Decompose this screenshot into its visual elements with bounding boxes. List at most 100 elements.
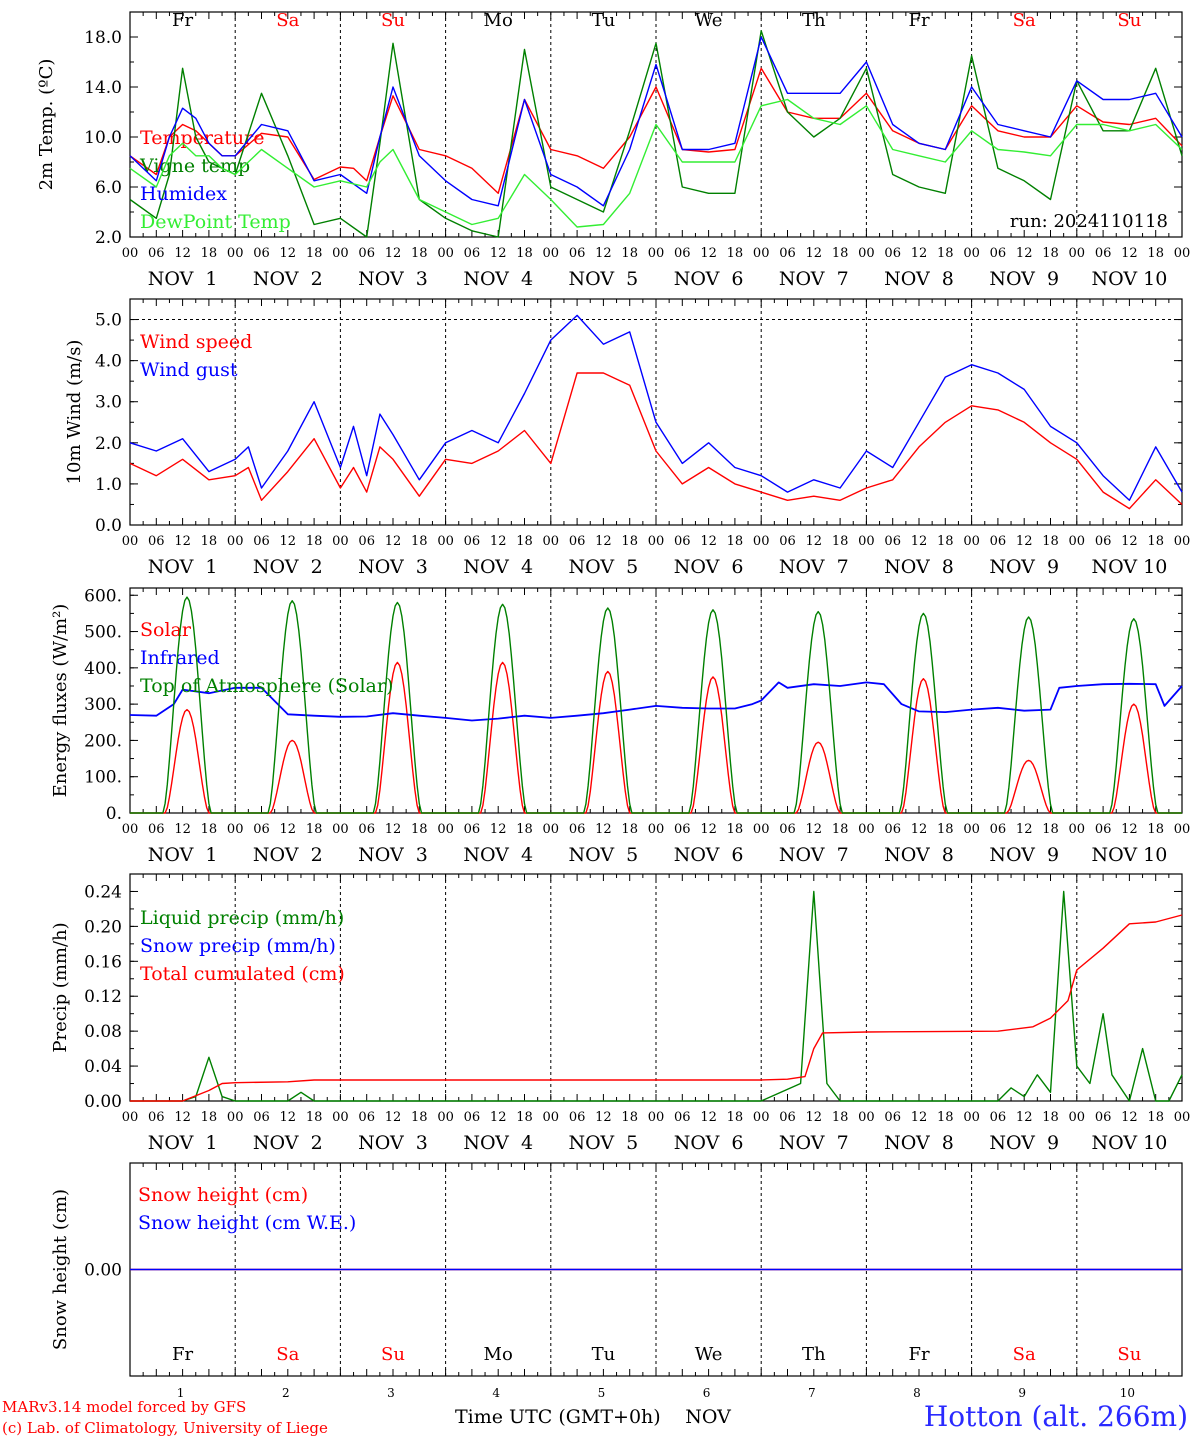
hour-tick-label: 00 xyxy=(1069,822,1086,837)
hour-tick-label: 12 xyxy=(174,822,191,837)
series-line xyxy=(129,30,1183,238)
date-label: NOV 3 xyxy=(358,1132,428,1154)
y-tick-label: 0.08 xyxy=(84,1022,122,1042)
y-tick-label: 14.0 xyxy=(84,78,122,98)
run-annotation: run: 2024110118 xyxy=(1010,211,1168,232)
date-label: NOV 8 xyxy=(884,268,954,290)
hour-tick-label: 18 xyxy=(1147,1110,1164,1125)
hour-tick-label: 12 xyxy=(385,1110,402,1125)
date-label: NOV 6 xyxy=(674,1132,744,1154)
hour-tick-label: 00 xyxy=(963,1110,980,1125)
hour-tick-label: 06 xyxy=(990,534,1007,549)
hour-tick-label: 00 xyxy=(332,246,349,261)
hour-tick-label: 00 xyxy=(1174,534,1191,549)
hour-tick-label: 06 xyxy=(148,1110,165,1125)
hour-tick-label: 12 xyxy=(1121,822,1138,837)
panel-5: 0.00 Snow height (cm) Fr Sa Su Mo Tu We Th Fr Sa Su… xyxy=(50,1162,1183,1377)
hour-tick-label: 12 xyxy=(1016,534,1033,549)
legend-entry: Liquid precip (mm/h) xyxy=(140,907,344,929)
day-number-label: 10 xyxy=(1120,1386,1135,1400)
legend-entry: Infrared xyxy=(140,647,220,669)
legend-entry: Snow precip (mm/h) xyxy=(140,935,336,957)
date-label: NOV 10 xyxy=(1091,844,1167,866)
date-label: NOV 5 xyxy=(569,844,639,866)
hour-tick-label: 06 xyxy=(464,246,481,261)
day-label: Sa xyxy=(276,10,299,31)
hour-tick-label: 06 xyxy=(884,1110,901,1125)
hour-tick-label: 18 xyxy=(1042,822,1059,837)
hour-tick-label: 06 xyxy=(1095,1110,1112,1125)
day-label: Sa xyxy=(1013,1344,1036,1365)
hour-tick-label: 12 xyxy=(385,246,402,261)
hour-tick-label: 06 xyxy=(884,534,901,549)
date-label: NOV 8 xyxy=(884,1132,954,1154)
hour-tick-label: 06 xyxy=(358,246,375,261)
legend-entry: Total cumulated (cm) xyxy=(140,963,345,985)
date-label: NOV 1 xyxy=(148,268,218,290)
hour-tick-label: 12 xyxy=(490,1110,507,1125)
y-tick-label: 0.20 xyxy=(84,917,122,937)
y-tick-label: 0.00 xyxy=(84,1261,122,1281)
series-line xyxy=(129,36,1183,207)
hour-tick-label: 12 xyxy=(700,246,717,261)
legend-entry: Snow height (cm) xyxy=(138,1184,308,1206)
hour-tick-label: 06 xyxy=(253,822,270,837)
hour-tick-label: 12 xyxy=(280,822,297,837)
hour-tick-label: 18 xyxy=(516,822,533,837)
hour-tick-label: 00 xyxy=(227,246,244,261)
date-label: NOV 6 xyxy=(674,268,744,290)
hour-tick-label: 06 xyxy=(464,534,481,549)
date-label: NOV 5 xyxy=(569,268,639,290)
hour-tick-label: 12 xyxy=(490,822,507,837)
hour-tick-label: 00 xyxy=(858,1110,875,1125)
date-label: NOV 4 xyxy=(463,844,533,866)
date-label: NOV 3 xyxy=(358,844,428,866)
hour-tick-label: 00 xyxy=(963,534,980,549)
hour-tick-label: 06 xyxy=(884,246,901,261)
hour-tick-label: 06 xyxy=(779,246,796,261)
legend-entry: Solar xyxy=(140,619,192,641)
date-label: NOV 2 xyxy=(253,556,323,578)
hour-tick-label: 06 xyxy=(464,822,481,837)
y-tick-label: 18.0 xyxy=(84,28,122,48)
date-label: NOV 5 xyxy=(569,556,639,578)
date-label: NOV 1 xyxy=(148,1132,218,1154)
hour-tick-label: 06 xyxy=(358,822,375,837)
hour-tick-label: 06 xyxy=(1095,822,1112,837)
hour-tick-label: 18 xyxy=(832,1110,849,1125)
day-label: Su xyxy=(381,1344,405,1365)
day-label: We xyxy=(695,10,723,31)
day-number-label: 8 xyxy=(913,1386,921,1400)
hour-tick-label: 12 xyxy=(174,534,191,549)
hour-tick-label: 00 xyxy=(332,534,349,549)
day-number-label: 2 xyxy=(282,1386,290,1400)
hour-tick-label: 06 xyxy=(569,246,586,261)
hour-tick-label: 12 xyxy=(595,534,612,549)
hour-tick-label: 06 xyxy=(674,1110,691,1125)
hour-tick-label: 00 xyxy=(122,1110,139,1125)
y-tick-label: 0. xyxy=(106,804,122,824)
hour-tick-label: 06 xyxy=(569,822,586,837)
panel-2: 0.0 1.0 2.0 3.0 4.0 5.0 10m Wind (m/s) 00 06 12 18… xyxy=(64,298,1191,578)
credit-lab: (c) Lab. of Climatology, University of L… xyxy=(2,1419,328,1437)
day-number-label: 5 xyxy=(598,1386,606,1400)
hour-tick-label: 00 xyxy=(648,246,665,261)
day-label: Sa xyxy=(276,1344,299,1365)
hour-tick-label: 12 xyxy=(806,534,823,549)
hour-tick-label: 18 xyxy=(832,822,849,837)
date-label: NOV 7 xyxy=(779,844,849,866)
hour-tick-label: 00 xyxy=(122,822,139,837)
date-label: NOV 2 xyxy=(253,1132,323,1154)
hour-tick-label: 18 xyxy=(621,246,638,261)
hour-tick-label: 18 xyxy=(937,534,954,549)
hour-tick-label: 00 xyxy=(1174,246,1191,261)
day-number-label: 1 xyxy=(177,1386,185,1400)
hour-tick-label: 06 xyxy=(148,534,165,549)
date-label: NOV 6 xyxy=(674,844,744,866)
hour-tick-label: 06 xyxy=(990,822,1007,837)
hour-tick-label: 12 xyxy=(700,822,717,837)
y-tick-label: 6.0 xyxy=(95,178,122,198)
date-label: NOV 4 xyxy=(463,1132,533,1154)
hour-tick-label: 18 xyxy=(727,534,744,549)
hour-tick-label: 06 xyxy=(990,1110,1007,1125)
